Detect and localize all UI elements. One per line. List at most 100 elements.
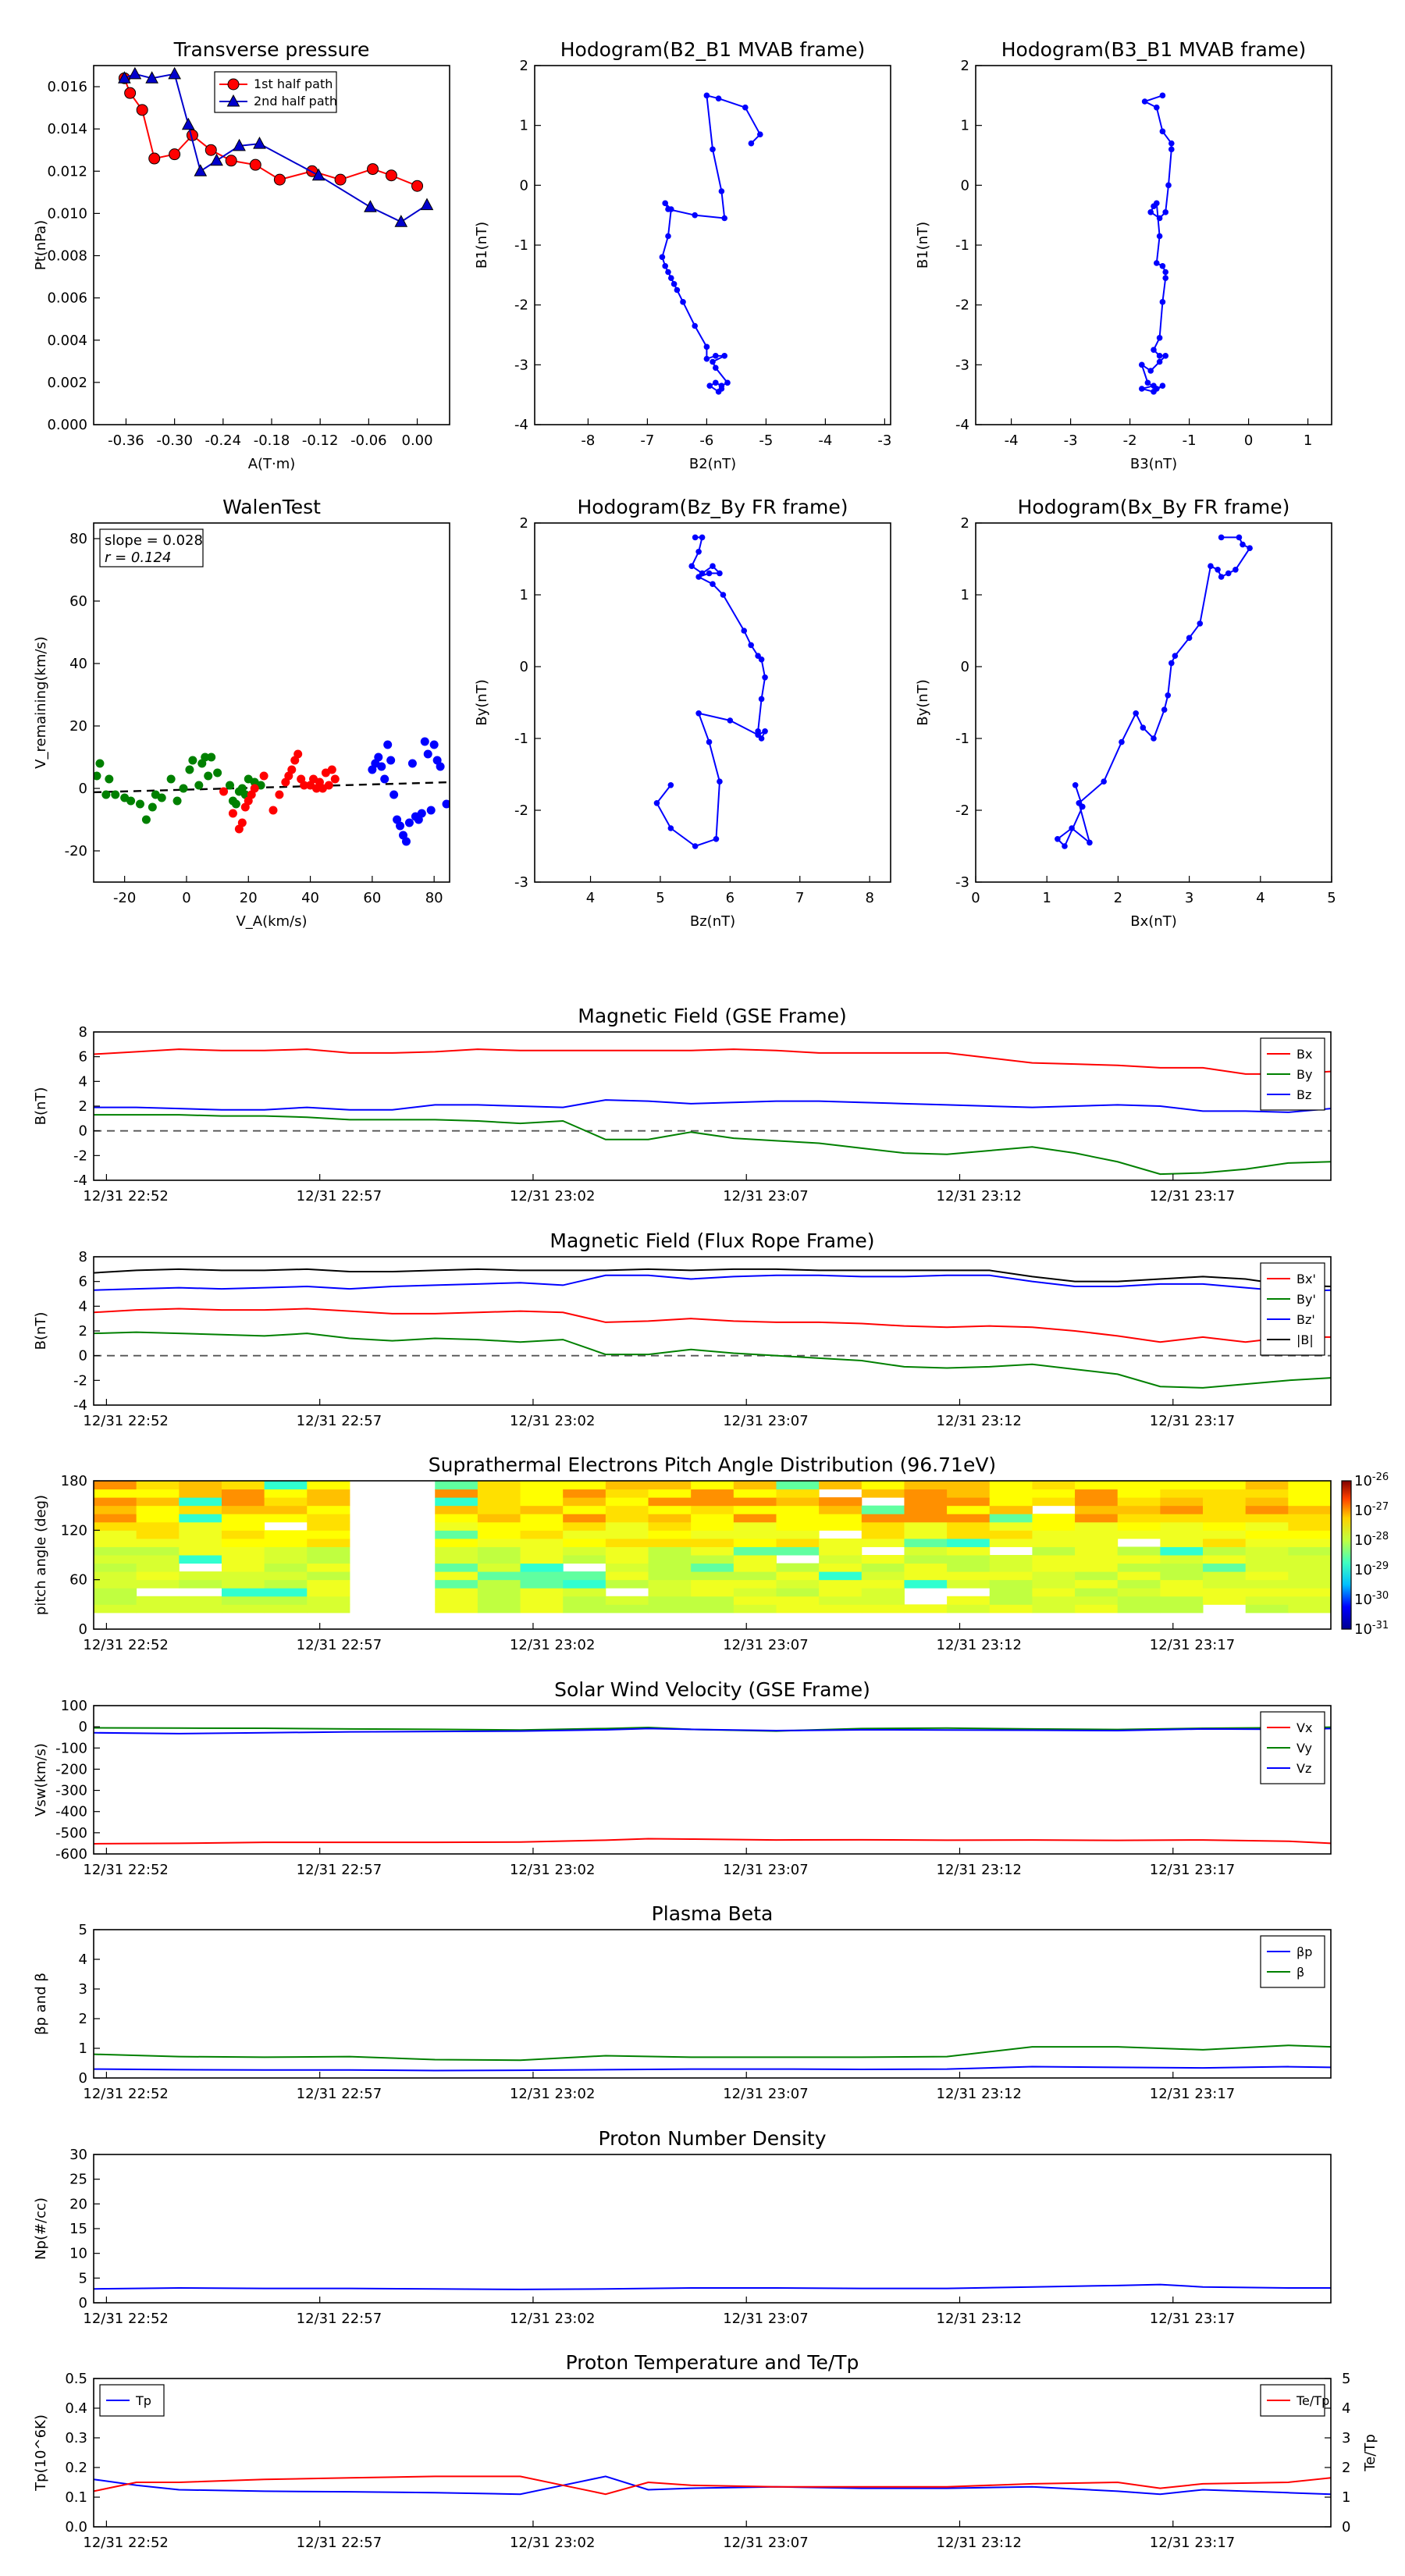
bfr-legend-label-3: |B| [1297, 1332, 1314, 1347]
pad-time-label: 12/31 23:02 [510, 1637, 595, 1653]
hodo4-series-0-point [1101, 778, 1107, 785]
hodo1-xtick-label: -3 [877, 432, 891, 449]
tp-ytick-label: 0.1 [65, 2489, 87, 2506]
walen-slope-text: slope = 0.028 [105, 532, 203, 549]
pad-cell [94, 1579, 137, 1589]
pad-cell [605, 1555, 649, 1564]
transverse-xlabel: A(T·m) [248, 456, 296, 472]
pad-cell [733, 1546, 777, 1556]
hodo2-series-0-point [1154, 260, 1160, 266]
pad-cell [648, 1596, 692, 1605]
tp-ytick-label: 0.0 [65, 2519, 87, 2535]
bgse-time-label: 12/31 23:07 [723, 1188, 808, 1204]
np-time-label: 12/31 23:17 [1150, 2311, 1235, 2327]
pad-cell [1032, 1596, 1076, 1605]
hodo4-series-0-point [1197, 621, 1204, 627]
hodo1-ytick-label: 1 [520, 118, 528, 134]
vsw-legend-label-1: Vy [1297, 1741, 1312, 1756]
walen-point-s0 [207, 753, 216, 762]
transverse-series-0-point [124, 87, 137, 99]
walen-xtick-label: 0 [182, 890, 190, 906]
walen-point-s0 [213, 768, 222, 777]
transverse-legend-marker-1 [226, 94, 240, 107]
pad-cell [648, 1563, 692, 1572]
pad-cell [264, 1596, 308, 1605]
hodo3-series-0-point [695, 710, 702, 717]
hodo4-xtick-label: 5 [1327, 890, 1336, 906]
tp-right-ytick-label: 1 [1342, 2489, 1350, 2506]
pad-cell [307, 1489, 350, 1498]
walen-point-s1 [324, 781, 333, 790]
transverse-ytick-label: 0.006 [47, 290, 87, 307]
pad-cell [989, 1505, 1033, 1514]
hodo4-series-0-point [1225, 570, 1232, 577]
vsw-series-2-line [93, 1727, 1332, 1735]
walen-point-s2 [374, 753, 383, 762]
pad-cell [776, 1604, 820, 1614]
pad-cell [691, 1514, 735, 1523]
hodo4-series-0-point [1186, 635, 1193, 641]
walen-title: WalenTest [222, 496, 321, 518]
pad-cell [776, 1579, 820, 1589]
chart-beta: Plasma Beta 0 1 2 3 4 5 βp and β 12/31 22:52 12/3… [33, 1902, 1332, 2102]
pad-cell [904, 1563, 948, 1572]
np-ytick-label: 30 [69, 2147, 87, 2163]
walen-point-s2 [442, 799, 450, 809]
pad-cell [221, 1497, 265, 1507]
hodo3-series-0-point [758, 656, 765, 663]
pad-cell [94, 1555, 137, 1564]
pad-colorbar-label: 10-29 [1354, 1560, 1389, 1578]
transverse-series-0-point [385, 169, 397, 182]
pad-cell [1203, 1521, 1247, 1531]
pad-cell [1117, 1563, 1161, 1572]
hodo3-series-0-point [695, 549, 702, 555]
pad-cell [861, 1604, 905, 1614]
pad-cell [1245, 1521, 1289, 1531]
bgse-ytick-label: 0 [79, 1123, 87, 1140]
pad-frame [93, 1480, 1332, 1630]
pad-cell [136, 1505, 180, 1514]
pad-cell [477, 1538, 521, 1547]
hodo2-ytick-label: 0 [961, 177, 969, 194]
pad-cell [648, 1579, 692, 1589]
pad-cell [563, 1530, 606, 1539]
pad-cell [989, 1497, 1033, 1507]
transverse-series-0-point [273, 173, 286, 186]
hodo3-xtick-label: 4 [586, 890, 595, 906]
walen-point-s0 [141, 815, 151, 824]
walen-point-s0 [185, 765, 194, 774]
pad-time-label: 12/31 22:52 [83, 1637, 168, 1653]
pad-cell [1288, 1555, 1332, 1564]
hodo3-xtick-label: 5 [656, 890, 664, 906]
vsw-legend-label-0: Vx [1297, 1720, 1312, 1735]
hodo2-ytick-label: -1 [955, 237, 969, 254]
hodo2-series-0-point [1165, 182, 1172, 189]
pad-cell [691, 1505, 735, 1514]
pad-cell [136, 1489, 180, 1498]
pad-cell [94, 1514, 137, 1523]
pad-cell [1203, 1579, 1247, 1589]
pad-cell [264, 1538, 308, 1547]
pad-cell [1075, 1538, 1119, 1547]
beta-ytick-label: 4 [79, 1952, 87, 1968]
pad-cell [1117, 1521, 1161, 1531]
pad-cell [1245, 1538, 1289, 1547]
pad-cell [819, 1571, 863, 1581]
pad-cell [435, 1489, 478, 1498]
pad-cell [1160, 1571, 1204, 1581]
hodo1-xtick-label: -6 [699, 432, 713, 449]
hodo4-ytick-label: 0 [961, 659, 969, 675]
pad-cell [1075, 1489, 1119, 1498]
pad-cell [733, 1563, 777, 1572]
pad-cell [648, 1521, 692, 1531]
hodo3-series-0-point [706, 738, 713, 745]
pad-time-label: 12/31 23:07 [723, 1637, 808, 1653]
beta-time-label: 12/31 22:52 [83, 2086, 168, 2102]
pad-cell [648, 1555, 692, 1564]
hodo4-series-0-point [1055, 836, 1061, 842]
pad-cell [947, 1571, 991, 1581]
hodo2-series-0-point [1162, 275, 1168, 281]
walen-point-s2 [404, 818, 414, 827]
bfr-legend-label-2: Bz' [1297, 1312, 1315, 1327]
pad-cell [1032, 1489, 1076, 1498]
